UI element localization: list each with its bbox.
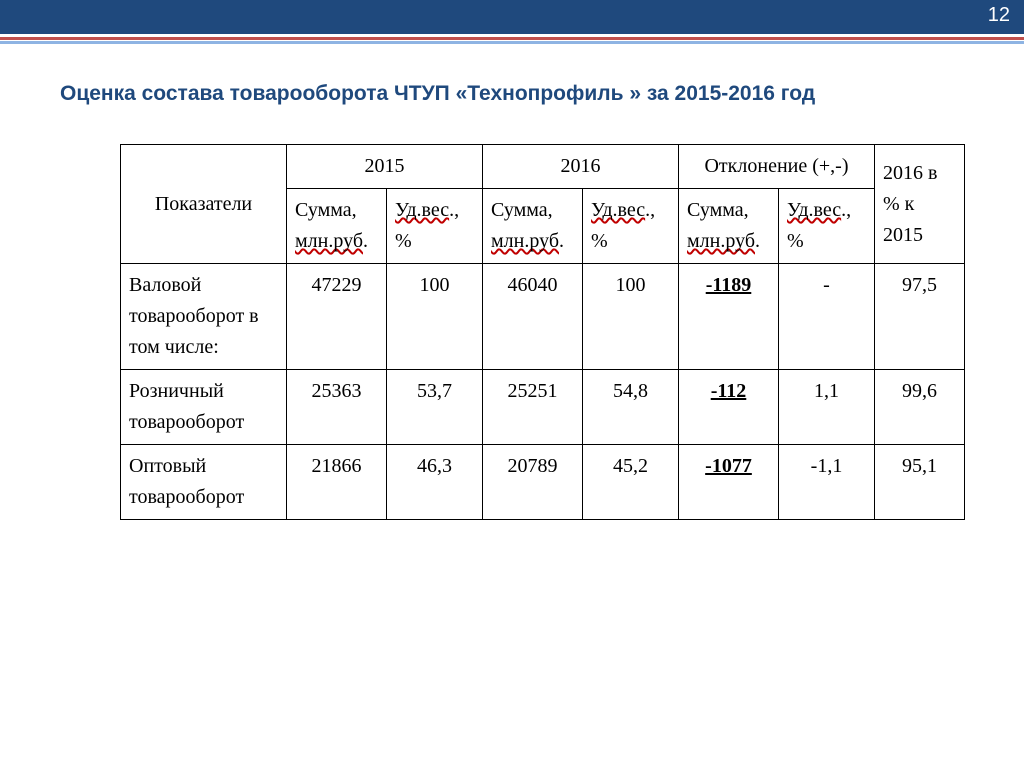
col-2016-sum: Сумма,млн.руб. <box>483 189 583 264</box>
table-row: Оптовый товарооборот 21866 46,3 20789 45… <box>121 445 965 520</box>
cell: 25363 <box>287 370 387 445</box>
cell: 1,1 <box>779 370 875 445</box>
col-2015: 2015 <box>287 145 483 189</box>
col-indicators: Показатели <box>121 145 287 264</box>
cell: 99,6 <box>875 370 965 445</box>
cell: 46,3 <box>387 445 483 520</box>
table-container: Показатели 2015 2016 Отклонение (+,-) 20… <box>120 144 965 520</box>
cell: 47229 <box>287 264 387 370</box>
col-2016: 2016 <box>483 145 679 189</box>
table-header-row-1: Показатели 2015 2016 Отклонение (+,-) 20… <box>121 145 965 189</box>
cell: 100 <box>387 264 483 370</box>
cell: 21866 <box>287 445 387 520</box>
col-2015-ud: Уд.вес.,% <box>387 189 483 264</box>
table-row: Розничный товарооборот 25363 53,7 25251 … <box>121 370 965 445</box>
row-label: Валовой товарооборот в том числе: <box>121 264 287 370</box>
top-bar: 12 <box>0 0 1024 34</box>
cell: 46040 <box>483 264 583 370</box>
cell-deviation: -1189 <box>679 264 779 370</box>
col-pct: 2016 в % к 2015 <box>875 145 965 264</box>
table-row: Валовой товарооборот в том числе: 47229 … <box>121 264 965 370</box>
row-label: Оптовый товарооборот <box>121 445 287 520</box>
col-2016-ud: Уд.вес.,% <box>583 189 679 264</box>
cell: 53,7 <box>387 370 483 445</box>
col-dev-sum: Сумма,млн.руб. <box>679 189 779 264</box>
title-brand: Технопрофиль <box>467 82 623 105</box>
title-suffix: » за 2015-2016 год <box>624 82 816 105</box>
page-number: 12 <box>988 4 1010 27</box>
col-deviation: Отклонение (+,-) <box>679 145 875 189</box>
col-dev-ud: Уд.вес.,% <box>779 189 875 264</box>
cell: 95,1 <box>875 445 965 520</box>
accent-stripe <box>0 34 1024 44</box>
cell: 25251 <box>483 370 583 445</box>
cell: 54,8 <box>583 370 679 445</box>
slide-title: Оценка состава товарооборота ЧТУП «Техно… <box>60 82 964 106</box>
cell: 20789 <box>483 445 583 520</box>
cell: - <box>779 264 875 370</box>
cell-deviation: -1077 <box>679 445 779 520</box>
cell: 97,5 <box>875 264 965 370</box>
cell: 45,2 <box>583 445 679 520</box>
cell: 100 <box>583 264 679 370</box>
title-prefix: Оценка состава товарооборота ЧТУП « <box>60 82 467 105</box>
cell-deviation: -112 <box>679 370 779 445</box>
slide: 12 Оценка состава товарооборота ЧТУП «Те… <box>0 0 1024 767</box>
row-label: Розничный товарооборот <box>121 370 287 445</box>
turnover-table: Показатели 2015 2016 Отклонение (+,-) 20… <box>120 144 965 520</box>
col-2015-sum: Сумма,млн.руб. <box>287 189 387 264</box>
cell: -1,1 <box>779 445 875 520</box>
